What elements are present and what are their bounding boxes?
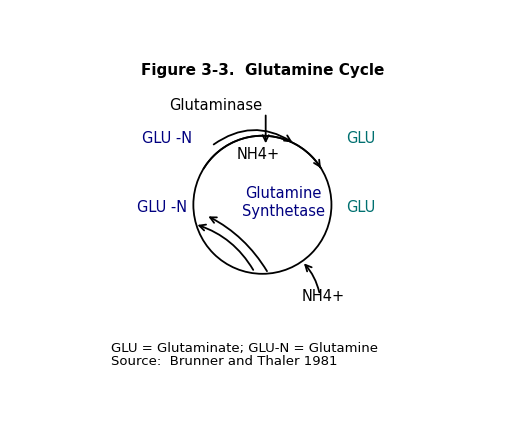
Text: Figure 3-3.  Glutamine Cycle: Figure 3-3. Glutamine Cycle <box>141 63 384 78</box>
Text: GLU = Glutaminate; GLU-N = Glutamine: GLU = Glutaminate; GLU-N = Glutamine <box>111 342 378 354</box>
Text: GLU -N: GLU -N <box>142 130 191 146</box>
Text: Glutaminase: Glutaminase <box>168 98 262 113</box>
Text: GLU: GLU <box>346 130 375 146</box>
Text: GLU -N: GLU -N <box>137 199 187 214</box>
Text: NH4+: NH4+ <box>237 147 280 162</box>
Text: Glutamine
Synthetase: Glutamine Synthetase <box>242 186 325 218</box>
Text: NH4+: NH4+ <box>302 288 345 303</box>
Text: GLU: GLU <box>346 199 375 214</box>
Text: Source:  Brunner and Thaler 1981: Source: Brunner and Thaler 1981 <box>111 354 337 368</box>
